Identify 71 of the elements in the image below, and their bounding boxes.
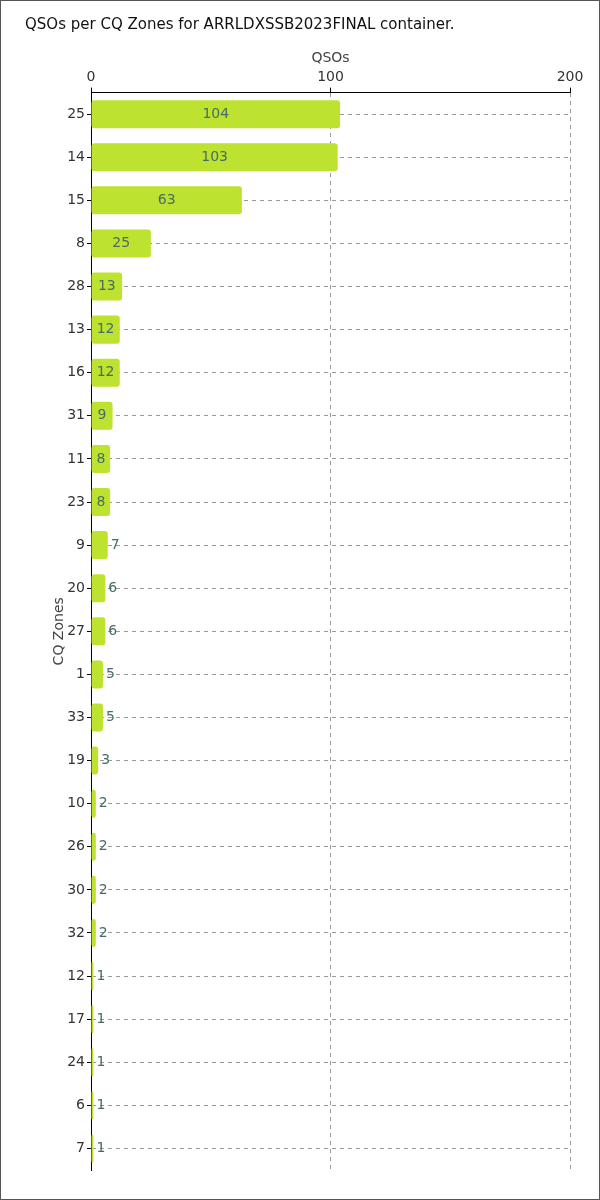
bar [91,401,113,430]
y-tick-label: 33 [67,708,85,725]
y-tick-label: 16 [67,363,86,380]
y-tick-label: 1 [76,665,85,682]
data-label: 2 [98,923,108,940]
data-label: 9 [97,406,107,423]
chart-title: QSOs per CQ Zones for ARRLDXSSB2023FINAL container. [25,14,455,33]
y-tick-label: 25 [67,104,85,121]
data-label: 2 [98,837,108,854]
data-label: 1 [96,1096,106,1112]
bar [91,832,96,861]
y-tick-label: 19 [67,751,85,768]
y-tick-label: 30 [67,880,85,897]
y-tick-label: 23 [67,492,85,509]
data-label: 63 [157,190,176,207]
y-tick-label: 7 [76,1139,85,1156]
y-axis-title: CQ Zones [50,597,67,666]
y-tick-label: 17 [67,1009,85,1026]
data-label: 2 [98,880,108,897]
data-label: 25 [112,234,131,251]
x-tick-label: 100 [317,67,344,84]
x-tick-label: 0 [86,67,96,84]
data-label: 12 [96,320,115,337]
y-tick-label: 27 [67,621,85,638]
bar [91,186,242,215]
bar [91,574,106,603]
bar [91,660,103,689]
y-tick-label: 31 [67,406,85,423]
bar [91,531,108,560]
y-tick-label: 12 [67,966,85,983]
data-label: 1 [96,1052,106,1069]
data-label: 5 [105,708,115,725]
data-label: 8 [96,492,106,509]
bar [91,143,338,172]
data-label: 1 [96,966,106,983]
data-label: 2 [98,794,108,811]
data-label: 1 [96,1009,106,1026]
y-tick-label: 15 [67,190,85,207]
data-label: 8 [96,449,106,466]
x-tick-label: 200 [556,67,584,84]
data-label: 1 [96,1139,106,1156]
bar [91,617,106,646]
y-tick-label: 24 [67,1052,86,1069]
data-label: 6 [108,578,118,595]
data-label: 6 [108,621,118,638]
y-tick-label: 26 [67,837,86,854]
y-tick-label: 10 [67,794,85,811]
data-label: 104 [202,104,230,121]
y-tick-label: 9 [76,535,85,552]
bar [91,789,96,818]
bar [91,918,96,947]
bar [91,703,103,732]
bar [91,746,99,775]
y-tick-label: 8 [76,234,85,251]
bar [91,875,96,904]
y-tick-label: 11 [67,449,85,466]
data-label: 103 [201,147,228,164]
x-axis-title: QSOs [311,49,350,66]
y-tick-label: 32 [67,923,85,940]
bar [91,229,151,258]
data-label: 13 [97,277,116,294]
data-label: 3 [101,751,111,768]
y-tick-label: 6 [76,1096,86,1112]
y-tick-label: 13 [67,320,85,337]
y-tick-label: 28 [67,277,85,294]
y-tick-label: 20 [67,578,85,595]
data-label: 5 [105,665,115,682]
bar [91,100,341,129]
data-label: 12 [96,363,115,380]
y-tick-label: 14 [67,147,86,164]
data-label: 7 [110,535,120,552]
